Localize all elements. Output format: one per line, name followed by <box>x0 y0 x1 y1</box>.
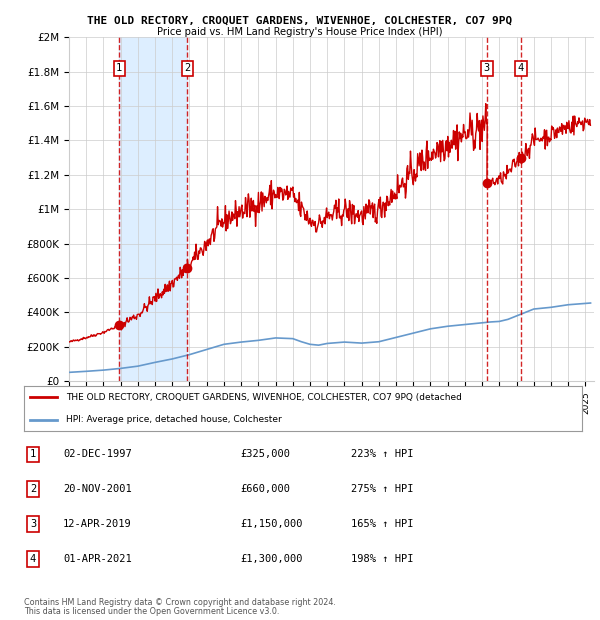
Text: HPI: Average price, detached house, Colchester: HPI: Average price, detached house, Colc… <box>66 415 281 424</box>
Text: 4: 4 <box>30 554 36 564</box>
Text: £325,000: £325,000 <box>240 450 290 459</box>
Text: 02-DEC-1997: 02-DEC-1997 <box>63 450 132 459</box>
Text: 01-APR-2021: 01-APR-2021 <box>63 554 132 564</box>
Text: 275% ↑ HPI: 275% ↑ HPI <box>351 484 413 494</box>
Text: THE OLD RECTORY, CROQUET GARDENS, WIVENHOE, COLCHESTER, CO7 9PQ: THE OLD RECTORY, CROQUET GARDENS, WIVENH… <box>88 16 512 25</box>
Bar <box>119 37 187 381</box>
Text: This data is licensed under the Open Government Licence v3.0.: This data is licensed under the Open Gov… <box>24 608 280 616</box>
Text: 2: 2 <box>184 63 191 73</box>
Text: 1: 1 <box>116 63 122 73</box>
Text: 223% ↑ HPI: 223% ↑ HPI <box>351 450 413 459</box>
Text: 12-APR-2019: 12-APR-2019 <box>63 519 132 529</box>
Text: Contains HM Land Registry data © Crown copyright and database right 2024.: Contains HM Land Registry data © Crown c… <box>24 598 336 607</box>
Text: 1: 1 <box>30 450 36 459</box>
Text: £1,300,000: £1,300,000 <box>240 554 302 564</box>
Text: 198% ↑ HPI: 198% ↑ HPI <box>351 554 413 564</box>
Text: 3: 3 <box>484 63 490 73</box>
Text: 3: 3 <box>30 519 36 529</box>
Text: £1,150,000: £1,150,000 <box>240 519 302 529</box>
Text: £660,000: £660,000 <box>240 484 290 494</box>
Text: THE OLD RECTORY, CROQUET GARDENS, WIVENHOE, COLCHESTER, CO7 9PQ (detached: THE OLD RECTORY, CROQUET GARDENS, WIVENH… <box>66 393 462 402</box>
Text: 20-NOV-2001: 20-NOV-2001 <box>63 484 132 494</box>
Text: 165% ↑ HPI: 165% ↑ HPI <box>351 519 413 529</box>
Text: 2: 2 <box>30 484 36 494</box>
Text: 4: 4 <box>518 63 524 73</box>
Text: Price paid vs. HM Land Registry's House Price Index (HPI): Price paid vs. HM Land Registry's House … <box>157 27 443 37</box>
